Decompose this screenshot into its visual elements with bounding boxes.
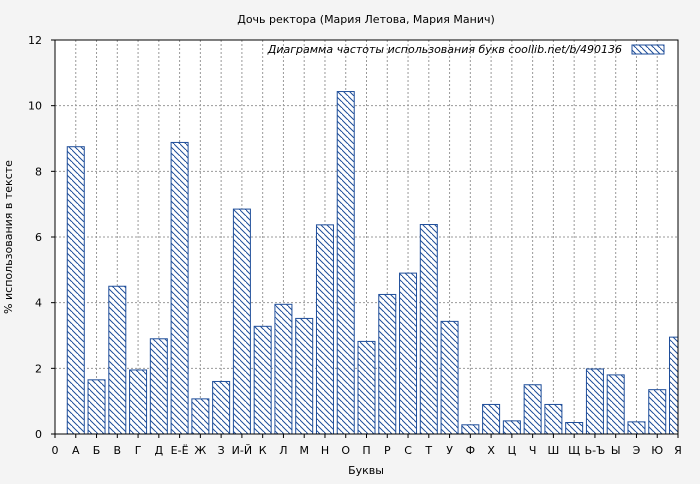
x-tick-label: Х bbox=[487, 444, 495, 457]
bar-Ь-Ъ bbox=[585, 368, 604, 435]
y-tick-label: 10 bbox=[28, 100, 42, 113]
bar-З bbox=[212, 380, 231, 435]
x-tick-label: А bbox=[72, 444, 80, 457]
x-tick-label: Л bbox=[279, 444, 287, 457]
x-tick-label: Ф bbox=[466, 444, 475, 457]
legend-label: Диаграмма частоты использования букв coo… bbox=[267, 43, 622, 56]
x-tick-label: Ц bbox=[508, 444, 517, 457]
bar-У bbox=[440, 320, 459, 435]
bar-К bbox=[253, 325, 272, 435]
bar-Э bbox=[627, 421, 646, 435]
bar-Ш bbox=[544, 403, 563, 435]
x-tick-label: У bbox=[446, 444, 453, 457]
bar-П bbox=[357, 340, 376, 435]
chart-title: Дочь ректора (Мария Летова, Мария Манич) bbox=[237, 13, 495, 26]
x-tick-label: Ю bbox=[651, 444, 663, 457]
bar-Д bbox=[149, 338, 168, 435]
y-tick-label: 8 bbox=[35, 165, 42, 178]
bar-Ж bbox=[191, 398, 210, 435]
x-tick-label: С bbox=[404, 444, 412, 457]
y-tick-label: 2 bbox=[35, 362, 42, 375]
x-tick-label: З bbox=[218, 444, 225, 457]
legend: Диаграмма частоты использования букв coo… bbox=[267, 43, 665, 56]
bar-Ы bbox=[606, 374, 625, 435]
bar-С bbox=[399, 272, 418, 435]
x-tick-label: Т bbox=[424, 444, 432, 457]
x-axis-title: Буквы bbox=[348, 464, 384, 477]
x-tick-label: Г bbox=[135, 444, 142, 457]
x-tick-label: П bbox=[362, 444, 370, 457]
x-tick-label: Ч bbox=[529, 444, 537, 457]
x-tick-label: Я bbox=[674, 444, 682, 457]
x-tick-label: Р bbox=[384, 444, 391, 457]
bar-А bbox=[66, 146, 85, 435]
x-tick-label: Щ bbox=[568, 444, 580, 457]
x-axis: 0 А Б В Г Д Е-Ё Ж З И-Й К Л М Н О П Р С Т У Ф Х Ц Ч Ш Щ Ь-Ъ Ы Э Ю Я bbox=[52, 434, 682, 457]
bar-В bbox=[108, 285, 127, 435]
bar-Л bbox=[274, 303, 293, 435]
bars bbox=[66, 91, 679, 435]
bar-Е-Ё bbox=[170, 141, 189, 435]
bar-Я bbox=[669, 336, 679, 435]
bar-Щ bbox=[565, 422, 584, 435]
bar-Т bbox=[419, 224, 438, 435]
x-tick-label: К bbox=[259, 444, 267, 457]
x-tick-label: О bbox=[341, 444, 350, 457]
x-tick-label: Н bbox=[321, 444, 329, 457]
bar-М bbox=[295, 317, 314, 435]
y-tick-label: 4 bbox=[35, 297, 42, 310]
y-tick-label: 6 bbox=[35, 231, 42, 244]
bar-Ц bbox=[502, 420, 521, 435]
bar-Ю bbox=[648, 389, 667, 435]
bar-Б bbox=[87, 379, 106, 435]
x-tick-label: Э bbox=[633, 444, 641, 457]
x-tick-label: 0 bbox=[52, 444, 59, 457]
bar-О bbox=[336, 91, 355, 435]
x-tick-label: Б bbox=[93, 444, 101, 457]
bar-Р bbox=[378, 293, 397, 435]
x-tick-label: Ы bbox=[611, 444, 621, 457]
x-tick-label: Ь-Ъ bbox=[585, 444, 606, 457]
bar-Х bbox=[482, 403, 501, 435]
x-tick-label: В bbox=[114, 444, 122, 457]
bar-И-Й bbox=[232, 208, 251, 435]
x-tick-label: И-Й bbox=[232, 444, 252, 457]
x-tick-label: Е-Ё bbox=[171, 444, 189, 457]
x-tick-label: Д bbox=[155, 444, 164, 457]
y-axis-title: % использования в тексте bbox=[2, 160, 15, 314]
bar-Ч bbox=[523, 384, 542, 435]
bar-Г bbox=[129, 369, 148, 435]
bar-Ф bbox=[461, 424, 480, 435]
y-tick-label: 12 bbox=[28, 34, 42, 47]
y-axis: 0 2 4 6 8 10 12 bbox=[28, 34, 55, 441]
y-tick-label: 0 bbox=[35, 428, 42, 441]
x-tick-label: М bbox=[299, 444, 309, 457]
x-tick-label: Ш bbox=[548, 444, 560, 457]
bar-Н bbox=[315, 224, 334, 435]
legend-swatch bbox=[631, 44, 665, 55]
x-tick-label: Ж bbox=[194, 444, 206, 457]
